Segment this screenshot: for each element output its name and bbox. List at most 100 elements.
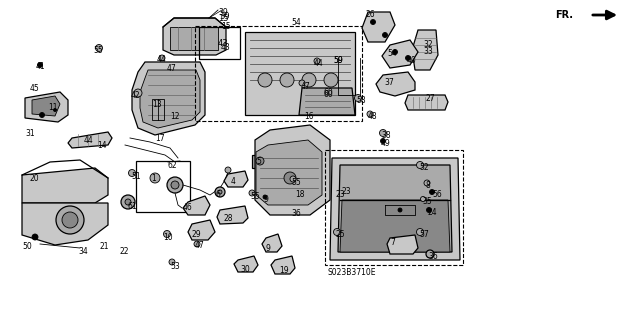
Polygon shape [140, 70, 200, 128]
Text: 47: 47 [167, 64, 177, 73]
Circle shape [424, 180, 430, 186]
Bar [195, 26, 362, 121]
Circle shape [284, 172, 296, 184]
Circle shape [324, 73, 338, 87]
Text: 29: 29 [192, 230, 202, 239]
Polygon shape [412, 30, 438, 70]
Circle shape [95, 44, 102, 51]
Polygon shape [338, 165, 452, 252]
Circle shape [392, 49, 397, 55]
Text: 58: 58 [356, 96, 365, 105]
Polygon shape [245, 32, 355, 115]
Circle shape [171, 181, 179, 189]
Text: 20: 20 [30, 174, 40, 183]
Circle shape [355, 94, 362, 101]
Circle shape [383, 33, 387, 38]
Text: 18: 18 [295, 190, 305, 199]
Text: 55: 55 [93, 46, 103, 55]
Circle shape [169, 259, 175, 265]
Polygon shape [255, 125, 330, 215]
Text: FR.: FR. [555, 10, 573, 20]
Text: 39: 39 [218, 8, 228, 17]
Text: 49: 49 [381, 139, 391, 148]
Text: 56: 56 [432, 190, 442, 199]
Text: 60: 60 [323, 88, 333, 97]
Circle shape [134, 89, 142, 97]
Text: 1: 1 [151, 174, 156, 183]
Text: 28: 28 [224, 214, 234, 223]
Circle shape [417, 161, 424, 168]
Polygon shape [224, 171, 248, 187]
Polygon shape [330, 158, 460, 260]
Circle shape [406, 56, 410, 61]
Circle shape [429, 189, 435, 195]
Text: 19: 19 [279, 266, 289, 275]
Text: 22: 22 [119, 247, 129, 256]
Text: 26: 26 [366, 10, 376, 19]
Text: 44: 44 [84, 136, 93, 145]
Text: 51: 51 [131, 172, 141, 181]
Text: 13: 13 [152, 100, 162, 109]
Text: 6: 6 [215, 190, 220, 199]
Circle shape [256, 157, 264, 165]
Text: 25: 25 [336, 230, 346, 239]
Circle shape [314, 58, 320, 64]
Text: 47: 47 [301, 82, 311, 91]
Circle shape [381, 138, 385, 144]
Circle shape [367, 111, 373, 117]
Text: 60: 60 [323, 90, 333, 99]
Circle shape [420, 197, 426, 202]
Circle shape [125, 199, 131, 205]
Text: 47: 47 [195, 241, 205, 250]
Circle shape [215, 187, 225, 197]
Polygon shape [163, 18, 226, 55]
Text: 61: 61 [128, 202, 138, 211]
Circle shape [62, 212, 78, 228]
Polygon shape [183, 196, 210, 215]
Text: 5: 5 [256, 157, 261, 166]
Circle shape [371, 19, 376, 25]
Text: 39: 39 [219, 12, 230, 21]
Text: 15: 15 [218, 14, 228, 23]
Polygon shape [362, 12, 395, 42]
Text: 34: 34 [78, 247, 88, 256]
Polygon shape [68, 132, 112, 148]
Text: 23: 23 [335, 190, 344, 199]
Polygon shape [132, 62, 205, 135]
Circle shape [159, 55, 165, 61]
Polygon shape [170, 27, 218, 50]
Text: 55: 55 [291, 178, 301, 187]
Text: 52: 52 [419, 163, 429, 172]
Text: 11: 11 [48, 103, 58, 112]
Text: 32: 32 [423, 40, 433, 49]
Circle shape [380, 130, 387, 137]
Circle shape [249, 190, 255, 196]
Text: 8: 8 [425, 181, 429, 190]
Text: 41: 41 [36, 62, 45, 71]
Text: 59: 59 [333, 56, 343, 65]
Text: 45: 45 [30, 84, 40, 93]
Circle shape [129, 169, 136, 176]
Polygon shape [387, 235, 418, 254]
Text: 55: 55 [250, 192, 260, 201]
Text: 36: 36 [428, 252, 438, 261]
Polygon shape [25, 92, 68, 122]
Text: 44: 44 [157, 55, 167, 64]
Circle shape [32, 234, 38, 240]
Circle shape [150, 173, 160, 183]
Text: 31: 31 [25, 129, 35, 138]
Text: 36: 36 [291, 209, 301, 218]
Text: 23: 23 [342, 187, 351, 196]
Circle shape [426, 207, 431, 212]
Polygon shape [22, 168, 108, 203]
Polygon shape [299, 88, 355, 115]
Circle shape [38, 63, 42, 68]
Polygon shape [405, 95, 448, 110]
Polygon shape [271, 256, 295, 274]
Bar [136, 161, 190, 212]
Polygon shape [32, 96, 60, 116]
Polygon shape [382, 40, 418, 68]
Circle shape [263, 195, 267, 199]
Circle shape [121, 195, 135, 209]
Circle shape [280, 73, 294, 87]
